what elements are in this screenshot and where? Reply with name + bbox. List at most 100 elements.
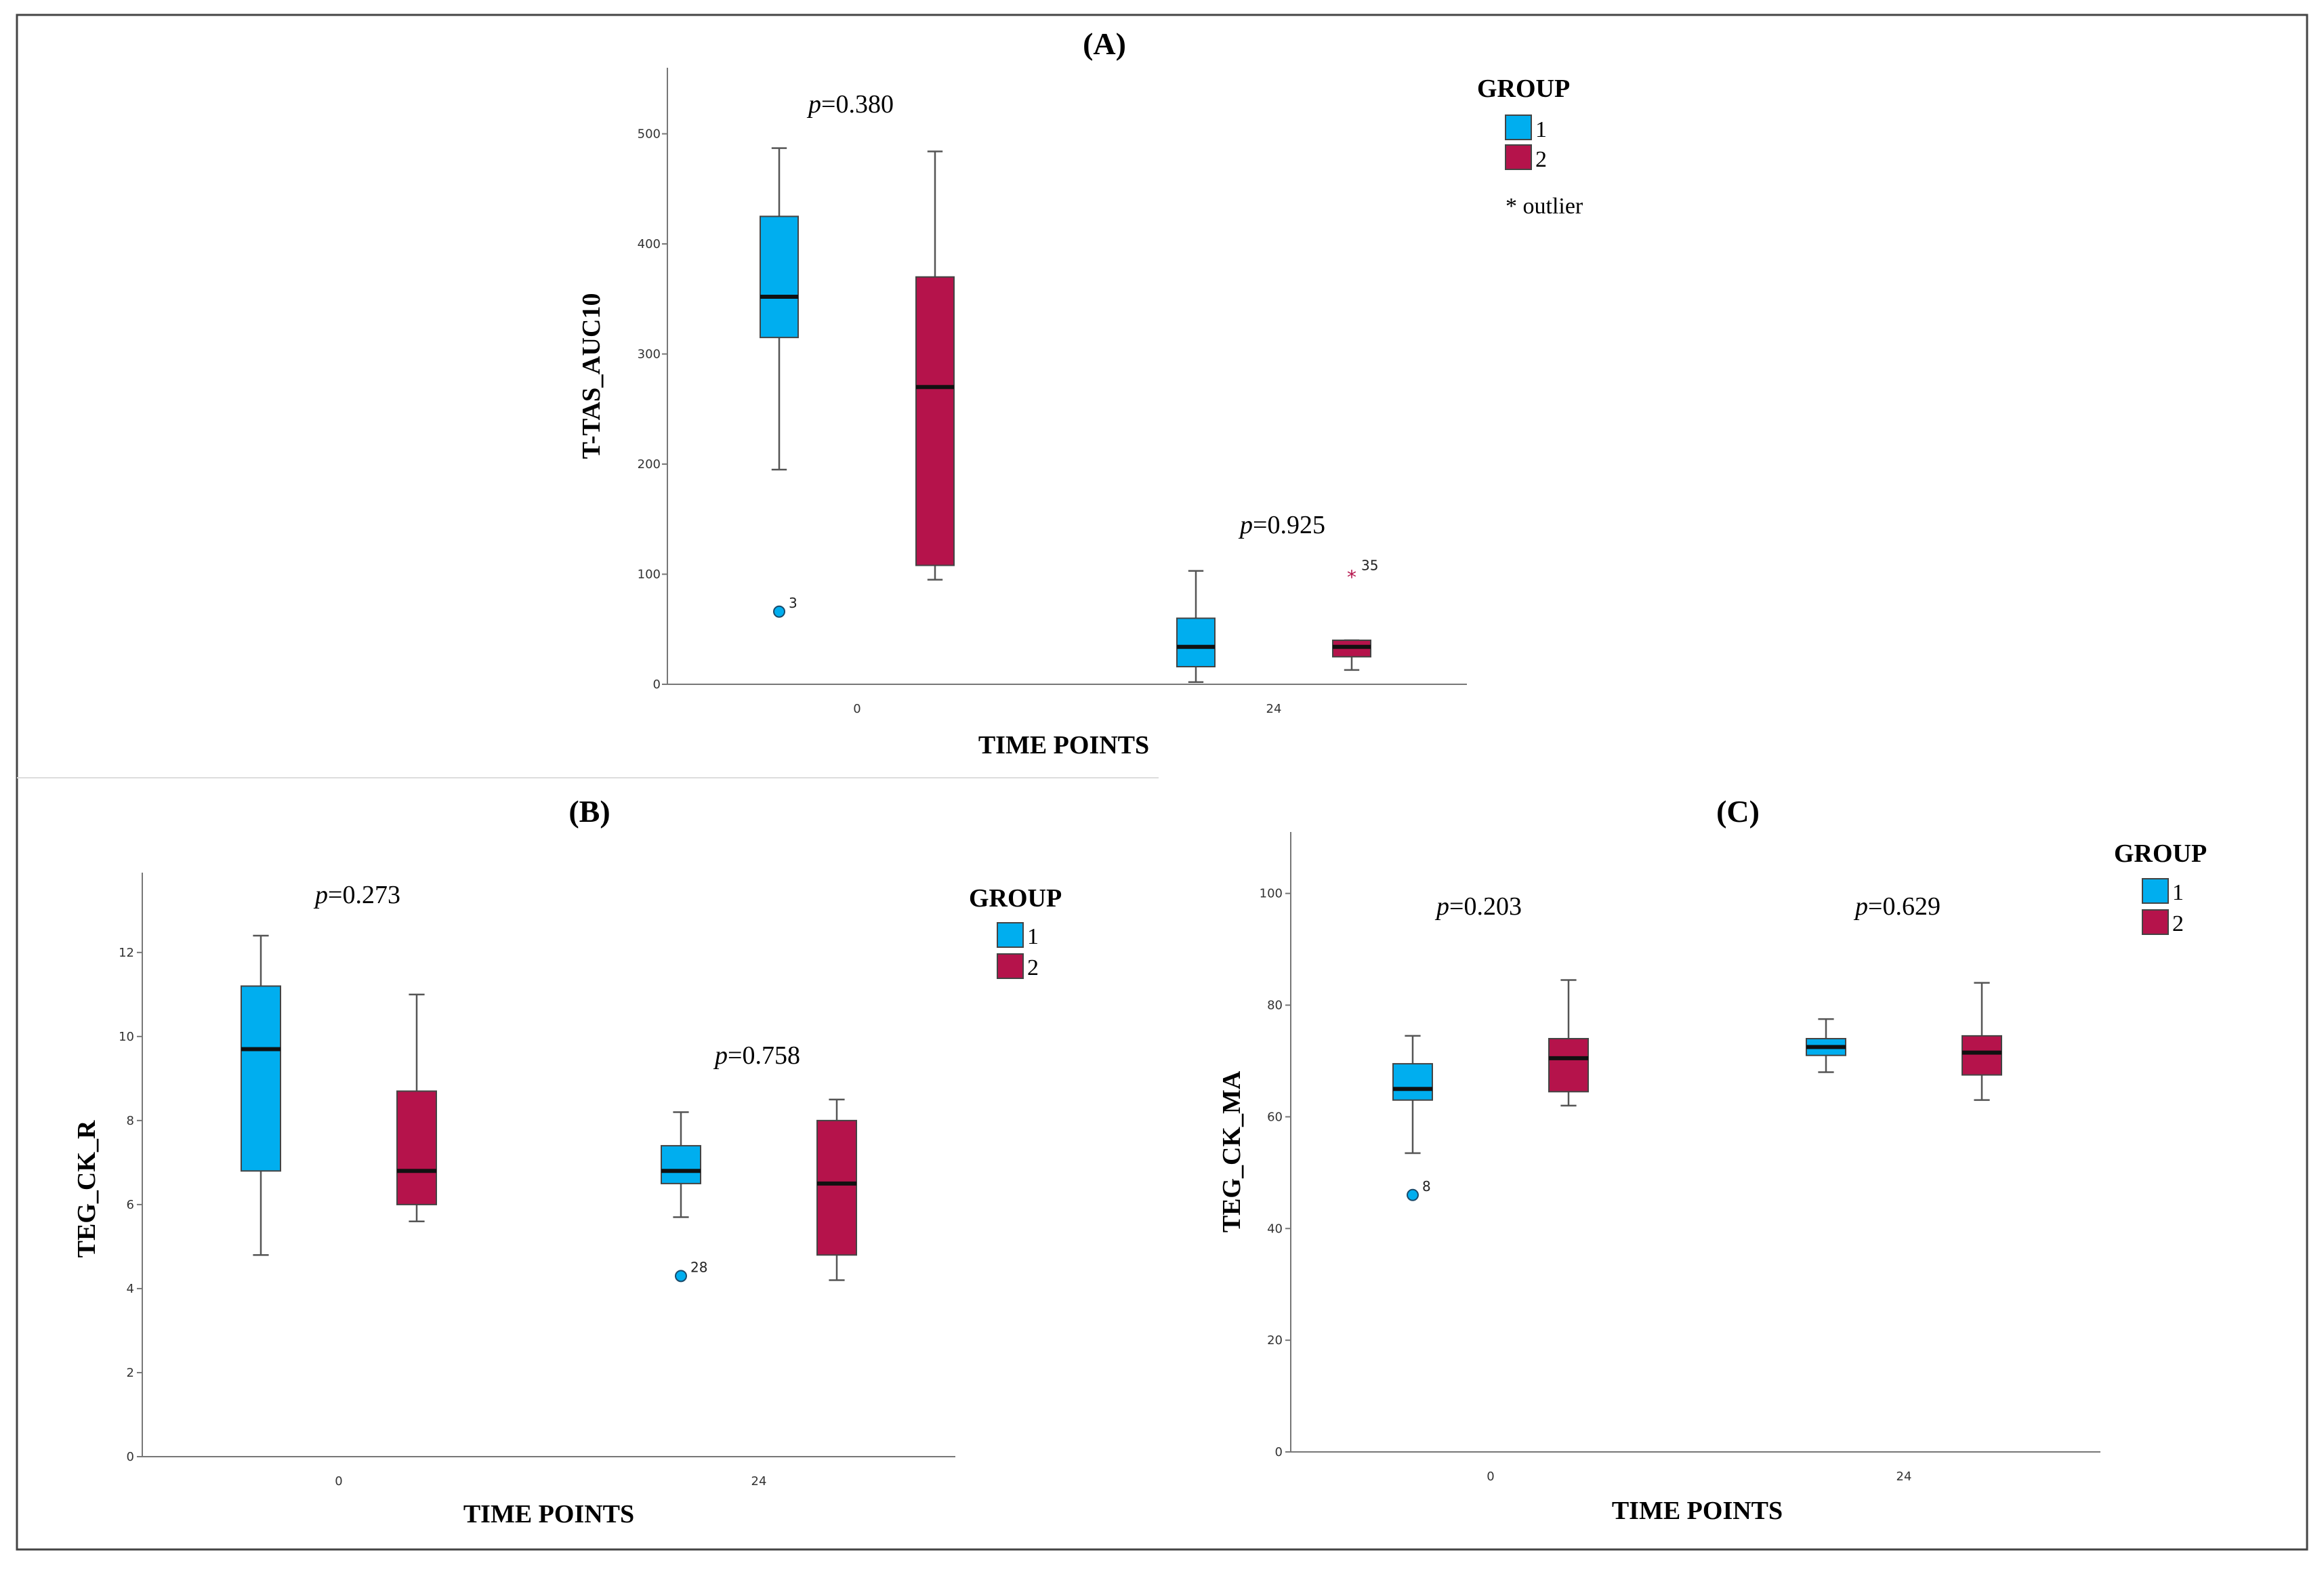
outlier-label: 28 <box>690 1259 707 1275</box>
panel-b-title: (B) <box>568 794 610 829</box>
panel-c: (C) TEG_CK_MA TIME POINTS p=0.203 p=0.62… <box>1218 794 2207 1525</box>
legend-swatch-group-1 <box>2142 878 2169 904</box>
figure-frame <box>16 14 2308 1551</box>
svg-text:p=0.273: p=0.273 <box>313 881 400 909</box>
x-tick-label: 24 <box>751 1474 767 1489</box>
svg-text:p=0.629: p=0.629 <box>1853 892 1941 921</box>
y-tick-label: 40 <box>1267 1222 1283 1236</box>
panel-b-pvalue-1: p=0.758 <box>713 1041 800 1070</box>
y-tick-label: 12 <box>119 946 134 960</box>
y-tick-label: 20 <box>1267 1333 1283 1348</box>
box-group-2-time-24 <box>1332 639 1371 671</box>
outlier-point <box>1407 1188 1419 1201</box>
y-tick-label: 0 <box>127 1450 134 1464</box>
panel-c-legend: GROUP 1 2 <box>2114 839 2207 936</box>
box-group-1-time-24 <box>661 1111 701 1218</box>
y-tick-label: 400 <box>638 237 661 251</box>
legend-label-group-1: 1 <box>1535 117 1547 142</box>
box-group-2-time-0 <box>1548 979 1589 1107</box>
y-tick-label: 4 <box>127 1282 134 1296</box>
box-iqr <box>1962 1035 2002 1076</box>
box-iqr <box>396 1090 437 1205</box>
outlier-star: * <box>1347 566 1356 589</box>
y-tick-label: 0 <box>653 678 661 692</box>
panel-a-ylabel: T-TAS_AUC10 <box>577 293 606 459</box>
legend-label-group-2: 2 <box>1535 147 1547 172</box>
y-tick-label: 200 <box>638 457 661 472</box>
outlier-label: 3 <box>789 595 797 611</box>
legend-label-group-2: 2 <box>2172 911 2184 936</box>
box-iqr <box>241 985 281 1172</box>
box-group-1-time-24 <box>1176 570 1216 683</box>
panel-a-plot: 0 100 200 300 400 500 0 24 3 * 35 <box>638 68 1467 716</box>
legend-label-group-1: 1 <box>2172 880 2184 905</box>
svg-text:p=0.203: p=0.203 <box>1434 892 1522 921</box>
box-iqr <box>1392 1063 1433 1101</box>
panel-c-xlabel: TIME POINTS <box>1612 1497 1783 1525</box>
x-tick-label: 0 <box>1487 1470 1494 1484</box>
legend-label-group-1: 1 <box>1027 924 1039 949</box>
outlier-label: 35 <box>1361 558 1378 574</box>
legend-swatch-group-2 <box>1505 144 1532 170</box>
panel-b-legend: GROUP 1 2 <box>969 884 1062 980</box>
panel-a-xlabel: TIME POINTS <box>978 731 1149 759</box>
box-group-2-time-24 <box>816 1098 857 1281</box>
box-group-2-time-0 <box>396 993 437 1222</box>
box-group-1-time-24 <box>1806 1018 1846 1073</box>
y-tick-label: 100 <box>1260 887 1283 901</box>
x-tick-label: 24 <box>1266 702 1282 716</box>
panel-c-plot: 0 20 40 60 80 100 0 24 8 <box>1260 832 2100 1484</box>
panel-b-xlabel: TIME POINTS <box>463 1500 634 1528</box>
legend-swatch-group-1 <box>1505 115 1532 140</box>
box-iqr <box>816 1119 857 1256</box>
y-tick-label: 8 <box>127 1114 134 1128</box>
box-iqr <box>760 215 799 339</box>
y-tick-label: 0 <box>1275 1445 1283 1459</box>
x-tick-label: 24 <box>1896 1470 1912 1484</box>
box-iqr <box>915 276 955 566</box>
panel-b: (B) TEG_CK_R TIME POINTS p=0.273 p=0.758… <box>72 794 1062 1528</box>
panel-a-title: (A) <box>1083 26 1126 61</box>
panel-a-pvalue-1: p=0.925 <box>1238 511 1325 539</box>
svg-text:p=0.380: p=0.380 <box>806 90 894 119</box>
panel-b-ylabel: TEG_CK_R <box>72 1120 101 1257</box>
panel-a-legend: GROUP 1 2 * outlier <box>1477 75 1583 219</box>
box-group-1-time-0 <box>241 934 281 1256</box>
legend-swatch-group-2 <box>2142 909 2169 935</box>
panel-b-legend-title: GROUP <box>969 884 1062 913</box>
panel-a-legend-title: GROUP <box>1477 75 1570 103</box>
box-group-2-time-24 <box>1962 982 2002 1101</box>
x-tick-label: 0 <box>853 702 860 716</box>
legend-swatch-group-1 <box>997 922 1024 948</box>
legend-label-group-2: 2 <box>1027 955 1039 980</box>
y-tick-label: 100 <box>638 568 661 582</box>
box-group-2-time-0 <box>915 150 955 581</box>
y-tick-label: 10 <box>119 1030 134 1044</box>
box-iqr <box>1548 1038 1589 1093</box>
panel-c-legend-title: GROUP <box>2114 839 2207 868</box>
svg-text:p=0.925: p=0.925 <box>1238 511 1325 539</box>
y-tick-label: 300 <box>638 348 661 362</box>
legend-outlier-note: * outlier <box>1506 194 1583 219</box>
box-iqr <box>661 1145 701 1184</box>
legend-swatch-group-2 <box>997 953 1024 979</box>
panel-c-pvalue-0: p=0.203 <box>1434 892 1522 921</box>
y-tick-label: 6 <box>127 1198 134 1212</box>
outlier-label: 8 <box>1422 1178 1431 1194</box>
panel-c-pvalue-1: p=0.629 <box>1853 892 1941 921</box>
y-tick-label: 500 <box>638 127 661 142</box>
panel-c-title: (C) <box>1716 794 1760 829</box>
svg-text:p=0.758: p=0.758 <box>713 1041 800 1070</box>
panel-c-ylabel: TEG_CK_MA <box>1218 1070 1246 1232</box>
box-iqr <box>1176 617 1216 667</box>
y-tick-label: 80 <box>1267 999 1283 1013</box>
panel-a: (A) T-TAS_AUC10 TIME POINTS p=0.380 p=0.… <box>577 26 1583 759</box>
panel-b-pvalue-0: p=0.273 <box>313 881 400 909</box>
x-tick-label: 0 <box>335 1474 342 1489</box>
y-tick-label: 60 <box>1267 1110 1283 1124</box>
y-tick-label: 2 <box>127 1366 134 1380</box>
box-group-1-time-0 <box>760 147 799 471</box>
outlier-point <box>773 605 785 618</box>
